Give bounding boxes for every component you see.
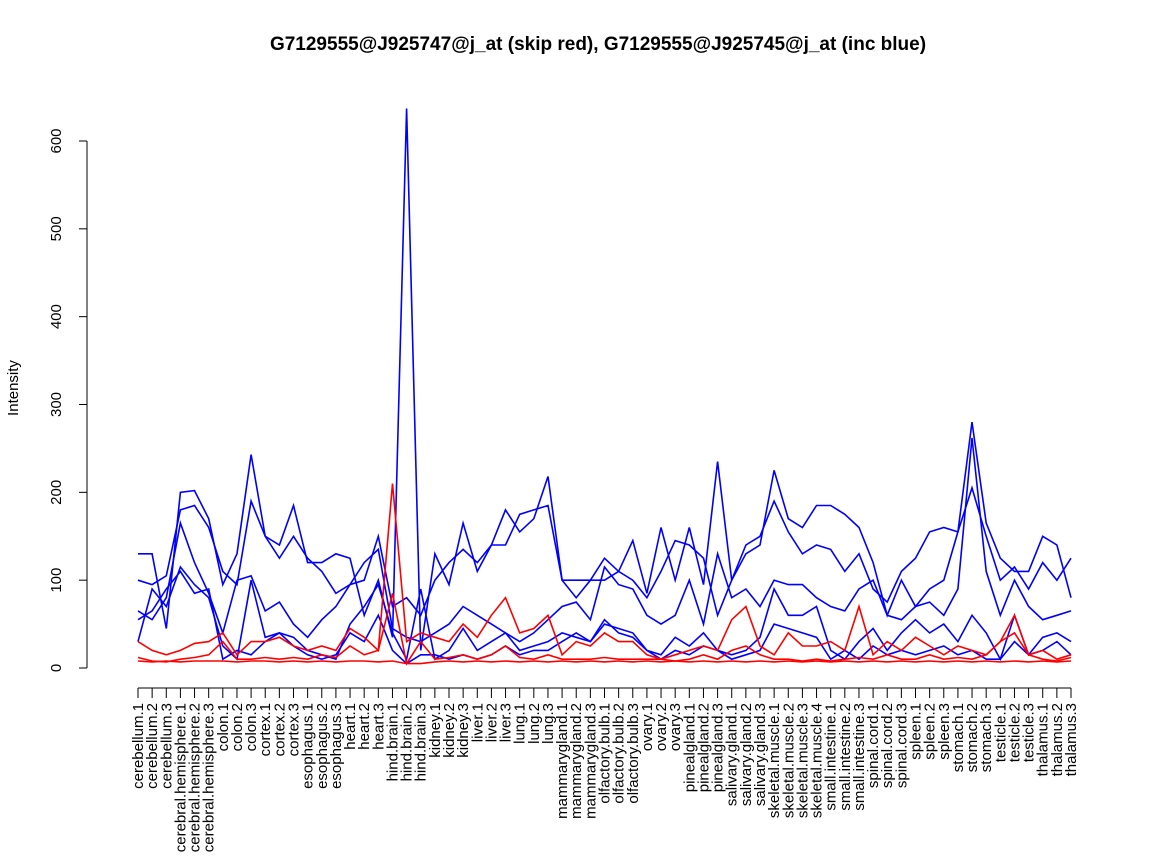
x-tick-label: spleen.1 [908,703,925,760]
x-tick-label: skeletal.muscle.1 [766,703,783,818]
x-tick-label: stomach.3 [978,703,995,772]
x-tick-label: esophagus.1 [300,703,317,789]
x-tick-label: hind.brain.3 [413,703,430,781]
y-tick-label: 100 [48,568,65,593]
x-tick-label: small.intestine.1 [823,703,840,811]
series-line-inc-blue-2 [137,485,1072,618]
x-tick-label: esophagus.2 [314,703,331,789]
x-tick-label: colon.2 [229,703,246,751]
series-line-skip-red-2 [137,593,1072,666]
y-axis: 0 100 200 300 400 500 600 [48,128,88,672]
x-tick-label: ovary.3 [667,703,684,751]
x-tick-label: skeletal.muscle.4 [809,703,826,818]
x-tick-label: spleen.3 [936,703,953,760]
x-tick-label: heart.2 [356,703,373,750]
x-tick-label: mammarygland.3 [582,703,599,819]
x-tick-label: lung.1 [512,703,529,744]
x-tick-label: small.intestine.3 [851,703,868,811]
series-line-skip-red-3 [137,660,1072,665]
x-tick-label: mammarygland.1 [554,703,571,819]
x-tick-label: olfactory.bulb.1 [597,703,614,804]
x-tick-label: salivary.gland.1 [724,703,741,806]
x-tick-label: stomach.1 [950,703,967,772]
x-tick-label: ovary.1 [639,703,656,751]
x-tick-label: esophagus.3 [328,703,345,789]
x-tick-label: lung.3 [540,703,557,744]
x-tick-label: cerebral.hemisphere.3 [201,703,218,852]
x-tick-label: olfactory.bulb.2 [611,703,628,804]
series-line-inc-blue-4 [137,565,1072,662]
x-tick-label: cortex.2 [271,703,288,756]
x-tick-label: cerebral.hemisphere.2 [187,703,204,852]
x-tick-label: kidney.3 [455,703,472,758]
series-line-skip-red-1 [137,483,1072,661]
x-tick-label: cerebral.hemisphere.1 [172,703,189,852]
x-tick-label: pinealgland.1 [681,703,698,792]
x-tick-label: mammarygland.2 [568,703,585,819]
x-tick-label: spinal.cord.1 [865,703,882,788]
x-tick-label: stomach.2 [964,703,981,772]
x-tick-label: liver.1 [469,703,486,742]
x-tick-label: testicle.3 [1021,703,1038,762]
y-tick-label: 400 [48,304,65,329]
x-tick-label: lung.2 [526,703,543,744]
y-tick-label: 500 [48,216,65,241]
x-tick-label: hind.brain.2 [399,703,416,781]
x-tick-label: testicle.2 [1006,703,1023,762]
x-tick-label: ovary.2 [653,703,670,751]
x-tick-label: colon.1 [215,703,232,751]
x-tick-label: cortex.3 [286,703,303,756]
series-line-inc-blue-3 [137,437,1072,643]
x-tick-label: cerebellum.1 [130,703,147,789]
x-tick-label: olfactory.bulb.3 [625,703,642,804]
x-tick-label: spinal.cord.3 [893,703,910,788]
x-tick-label: testicle.1 [992,703,1009,762]
x-tick-label: kidney.1 [427,703,444,758]
x-tick-label: pinealgland.2 [695,703,712,792]
x-tick-label: kidney.2 [441,703,458,758]
y-tick-label: 600 [48,128,65,153]
x-tick-label: thalamus.1 [1035,703,1052,776]
y-axis-label: Intensity [5,360,22,416]
x-tick-label: cerebellum.3 [158,703,175,789]
x-tick-label: thalamus.3 [1063,703,1080,776]
y-tick-label: 200 [48,480,65,505]
chart-title: G7129555@J925747@j_at (skip red), G71295… [270,34,926,55]
x-tick-label: cerebellum.2 [144,703,161,789]
series-line-inc-blue-5 [137,570,1072,665]
x-axis: cerebellum.1cerebellum.2cerebellum.3cere… [130,687,1080,852]
x-tick-label: salivary.gland.3 [752,703,769,806]
x-tick-label: salivary.gland.2 [738,703,755,806]
x-tick-label: liver.2 [483,703,500,742]
x-tick-label: spleen.2 [922,703,939,760]
y-tick-label: 0 [48,664,65,672]
x-tick-label: hind.brain.1 [384,703,401,781]
y-tick-label: 300 [48,392,65,417]
x-tick-label: skeletal.muscle.3 [794,703,811,818]
x-tick-label: small.intestine.2 [837,703,854,811]
series-lines [137,108,1072,666]
x-tick-label: heart.1 [342,703,359,750]
x-tick-label: colon.3 [243,703,260,751]
x-tick-label: thalamus.2 [1049,703,1066,776]
x-tick-label: cortex.1 [257,703,274,756]
x-tick-label: skeletal.muscle.2 [780,703,797,818]
x-tick-label: heart.3 [370,703,387,750]
x-tick-label: pinealgland.3 [710,703,727,792]
x-tick-label: liver.3 [498,703,515,742]
x-tick-label: spinal.cord.2 [879,703,896,788]
